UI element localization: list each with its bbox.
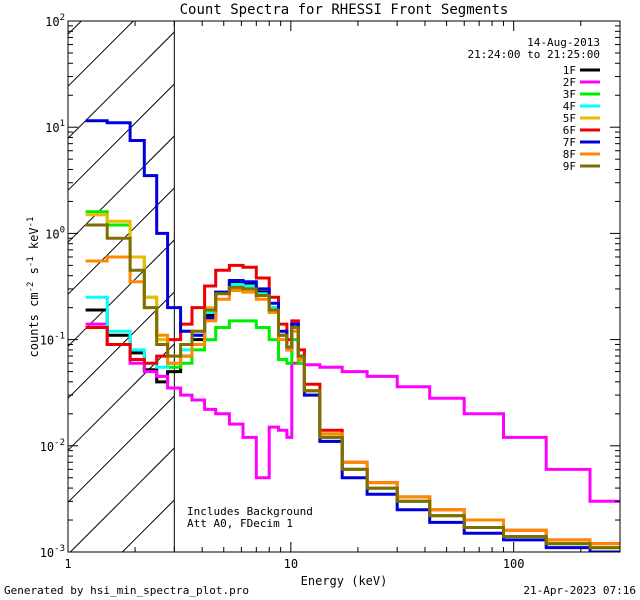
plot-frame <box>67 20 621 553</box>
y-tick-label: 102 <box>45 13 65 29</box>
hatch-line-1 <box>69 447 175 553</box>
hatch-line-8 <box>67 83 175 191</box>
excluded-energy-region <box>67 20 175 553</box>
legend-label-5F: 5F <box>563 112 576 125</box>
y-tick-label: 101 <box>45 119 65 135</box>
legend-label-3F: 3F <box>563 88 576 101</box>
legend-label-2F: 2F <box>563 76 576 89</box>
series-line-2F <box>85 322 620 503</box>
legend-label-6F: 6F <box>563 124 576 137</box>
series-line-9F <box>85 223 620 550</box>
chart-title: Count Spectra for RHESSI Front Segments <box>180 2 509 18</box>
x-tick-label: 1 <box>64 557 71 571</box>
footer-date: 21-Apr-2023 07:16 <box>523 584 636 597</box>
y-tick-label: 10-2 <box>40 438 65 454</box>
x-axis-label: Energy (keV) <box>301 574 388 588</box>
time-range-label: 21:24:00 to 21:25:00 <box>468 48 600 61</box>
series-line-3F <box>85 210 620 550</box>
y-axis-label: counts cm-2 s-1 keV-1 <box>26 217 41 358</box>
annotation-background: Includes Background <box>187 505 313 518</box>
date-label: 14-Aug-2013 <box>527 36 600 49</box>
legend-label-9F: 9F <box>563 160 576 173</box>
hatch-line-0 <box>121 499 175 553</box>
footer-generated: Generated by hsi_min_spectra_plot.pro <box>4 584 249 597</box>
y-tick-label: 10-3 <box>40 544 65 560</box>
x-tick-label: 100 <box>503 557 525 571</box>
x-tick-label: 10 <box>284 557 298 571</box>
series-group <box>85 119 620 552</box>
hatch-line-10 <box>67 20 134 87</box>
y-tick-label: 100 <box>45 225 65 241</box>
legend-label-8F: 8F <box>563 148 576 161</box>
hatch-line-11 <box>67 20 82 35</box>
y-axis: 10-3 10-2 10-1 100 101 102 <box>40 13 620 560</box>
legend-label-1F: 1F <box>563 64 576 77</box>
annotation-attenuator: Att A0, FDecim 1 <box>187 517 293 530</box>
y-tick-label: 10-1 <box>40 332 65 348</box>
hatch-line-3 <box>67 343 175 451</box>
hatch-line-6 <box>67 187 175 295</box>
hatch-line-2 <box>67 395 175 503</box>
legend-label-4F: 4F <box>563 100 576 113</box>
legend-label-7F: 7F <box>563 136 576 149</box>
